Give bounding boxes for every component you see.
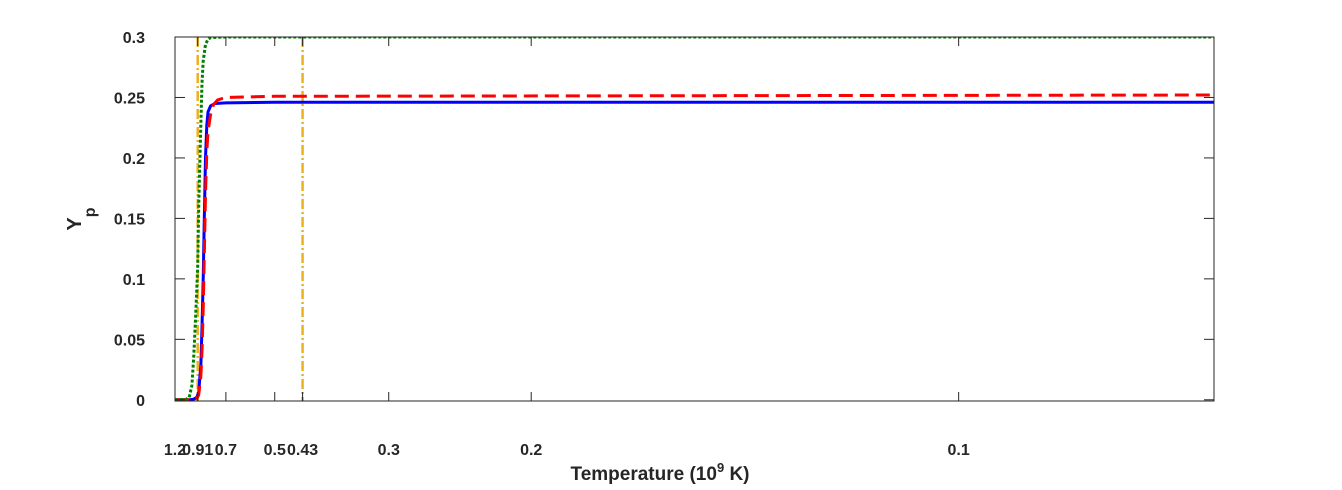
x-tick-label: 0.7 bbox=[215, 442, 237, 459]
y-tick-label: 0.15 bbox=[114, 211, 145, 228]
x-tick-label: 0.2 bbox=[520, 442, 542, 459]
x-axis-title: Temperature (109 K) bbox=[571, 460, 750, 485]
y-tick-label: 0.3 bbox=[123, 30, 145, 47]
axis-ticks bbox=[174, 36, 1214, 401]
y-tick-label: 0.25 bbox=[114, 90, 145, 107]
x-tick-label: 0.3 bbox=[378, 442, 400, 459]
x-tick-label: 0.5 bbox=[264, 442, 286, 459]
series-line-2 bbox=[175, 37, 1214, 401]
y-tick-label: 0.1 bbox=[123, 272, 145, 289]
plot-area-frame bbox=[174, 36, 1215, 402]
x-tick-label: 0.1 bbox=[948, 442, 970, 459]
y-tick-label: 0.05 bbox=[114, 332, 145, 349]
series-line-1 bbox=[175, 93, 1214, 401]
series-layer bbox=[175, 37, 1214, 401]
axis-tick-labels: 1.20.91 0.7 0.5 0.43 0.3 0.2 0.1 0 0.05 0.1 0.15 0.… bbox=[114, 30, 970, 459]
x-tick-label: 1.2 bbox=[164, 442, 186, 459]
y-tick-label: 0 bbox=[136, 393, 145, 410]
y-axis-title: Yp bbox=[64, 207, 99, 230]
x-tick-label: 0.91 bbox=[182, 442, 213, 459]
x-tick-label: 0.43 bbox=[287, 442, 318, 459]
y-tick-label: 0.2 bbox=[123, 151, 145, 168]
